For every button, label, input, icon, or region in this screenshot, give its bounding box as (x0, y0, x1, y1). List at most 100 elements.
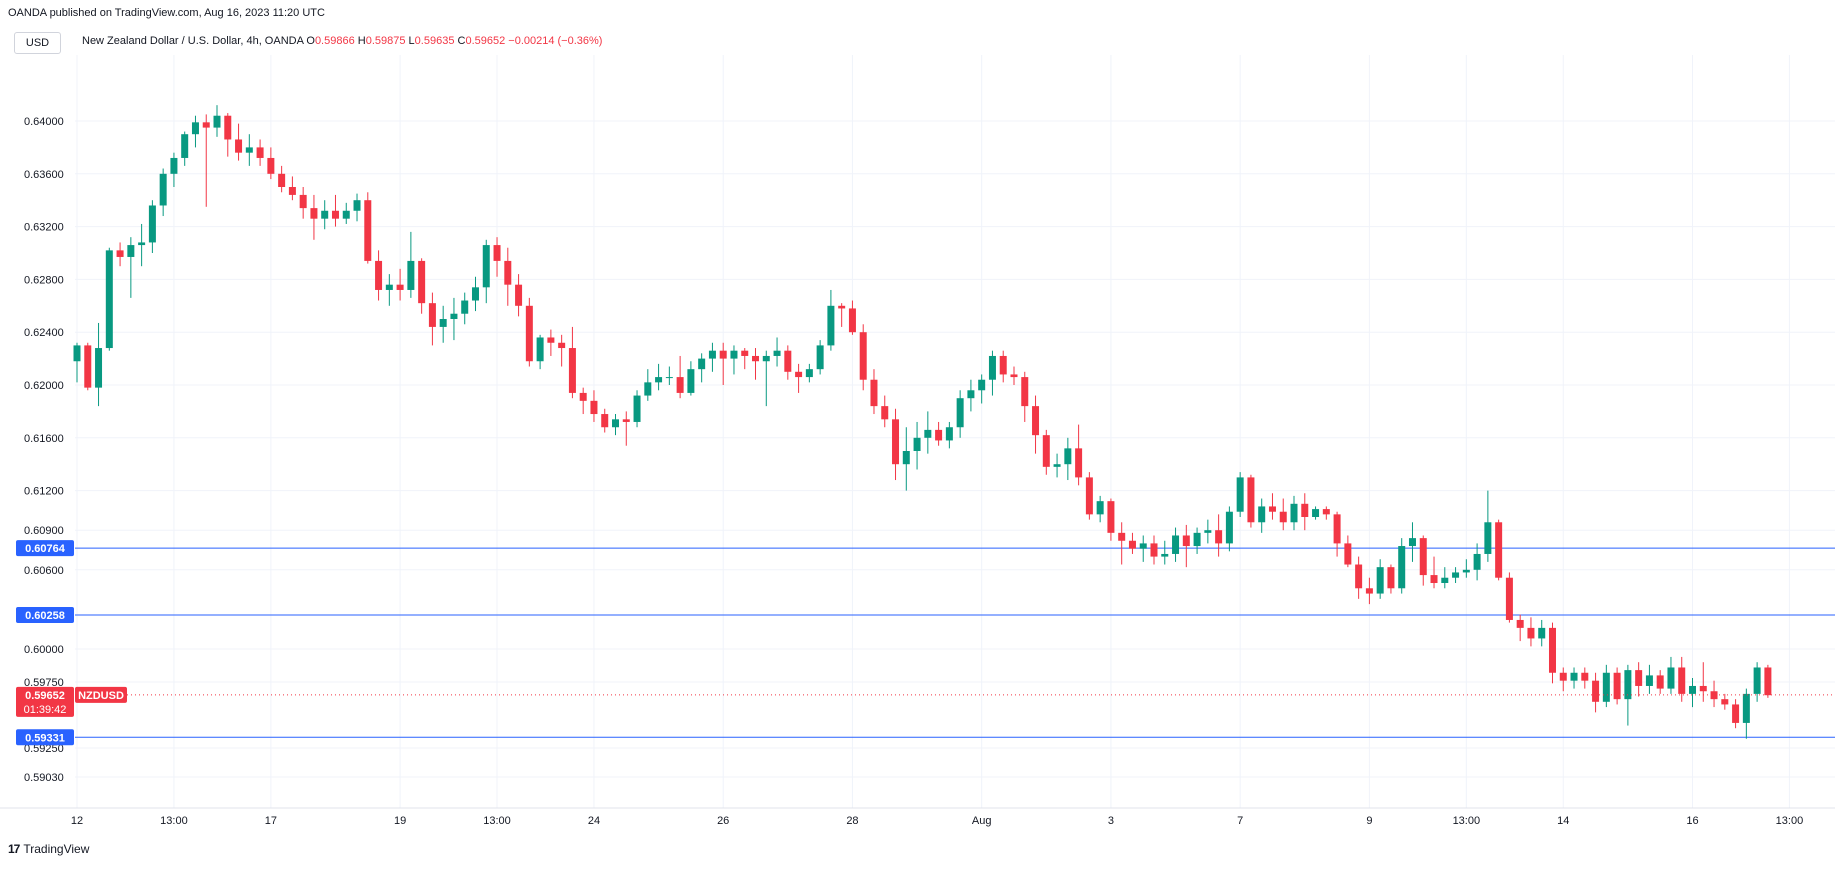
y-tick-label: 0.63600 (24, 169, 64, 181)
candle-up (1667, 667, 1675, 689)
candle-down (525, 305, 533, 362)
low-label: L (408, 35, 415, 47)
candle-up (1225, 511, 1233, 544)
candle-down (84, 345, 92, 388)
candle-up (439, 319, 447, 327)
high-label: H (357, 35, 366, 47)
candle-down (1333, 514, 1341, 544)
y-tick-label: 0.60600 (24, 565, 64, 577)
candle-up (913, 437, 921, 451)
candle-down (1042, 435, 1050, 467)
candle-down (784, 350, 792, 372)
candle-down (848, 308, 856, 333)
candle-up (1290, 503, 1298, 523)
level-price-label: 0.60764 (25, 543, 66, 555)
candle-down (1032, 406, 1040, 436)
candle-up (924, 429, 932, 438)
x-tick-label: 13:00 (1776, 815, 1804, 827)
candle-down (1107, 501, 1115, 533)
candle-up (471, 287, 479, 301)
candle-up (1053, 464, 1061, 467)
candle-up (450, 313, 458, 319)
low-value: 0.59635 (414, 35, 455, 47)
candle-down (256, 147, 264, 158)
candle-up (730, 350, 738, 359)
x-tick-label: 19 (394, 815, 406, 827)
candle-up (1742, 693, 1750, 723)
candle-down (504, 260, 512, 285)
y-tick-label: 0.60000 (24, 644, 64, 656)
level-price-badge (16, 540, 74, 557)
last-price-label: 0.59652 (25, 690, 65, 702)
currency-button[interactable]: USD (14, 32, 61, 54)
candle-up (655, 377, 663, 383)
candle-down (719, 350, 727, 359)
x-tick-label: Aug (972, 815, 992, 827)
candle-down (752, 355, 760, 362)
x-tick-label: 26 (717, 815, 729, 827)
y-tick-label: 0.61600 (24, 433, 64, 445)
candle-up (536, 337, 544, 362)
candle-up (1624, 670, 1632, 700)
candle-up (945, 427, 953, 441)
candle-down (1182, 535, 1190, 547)
candle-down (1118, 532, 1126, 541)
candle-down (1085, 477, 1093, 515)
candle-up (1312, 509, 1320, 517)
candle-up (1645, 675, 1653, 686)
candle-up (1139, 543, 1147, 549)
candle-up (665, 377, 673, 379)
tradingview-logo[interactable]: 17 TradingView (8, 842, 89, 856)
candle-up (612, 419, 619, 428)
candle-up (1452, 572, 1460, 578)
candle-down (1021, 377, 1029, 407)
candle-up (1473, 553, 1481, 570)
candle-up (1096, 501, 1104, 515)
y-tick-label: 0.61200 (24, 486, 64, 498)
candle-up (827, 305, 835, 346)
candle-up (105, 250, 113, 349)
candle-up (127, 245, 135, 257)
candle-down (364, 200, 372, 261)
candle-up (805, 369, 813, 378)
publish-caption: OANDA published on TradingView.com, Aug … (8, 7, 325, 19)
candle-up (95, 348, 103, 388)
candle-up (245, 147, 253, 153)
high-value: 0.59875 (365, 35, 406, 47)
level-price-badge (16, 729, 74, 746)
candle-down (1128, 540, 1136, 549)
candle-down (1505, 577, 1513, 620)
candle-down (579, 392, 587, 401)
open-label: O (306, 35, 315, 47)
candle-up (967, 390, 975, 399)
candle-up (1172, 535, 1180, 554)
candle-down (1548, 627, 1556, 673)
candle-down (1344, 543, 1352, 565)
candle-up (633, 395, 641, 422)
x-tick-label: 13:00 (160, 815, 188, 827)
candle-down (224, 115, 232, 140)
candle-up (1602, 672, 1610, 702)
candle-up (902, 451, 910, 465)
candle-up (1376, 567, 1384, 594)
candle-up (1689, 685, 1696, 694)
candle-down (1678, 667, 1686, 694)
symbol-badge-label: NZDUSD (78, 690, 124, 702)
candle-up (191, 122, 199, 135)
candle-up (482, 245, 490, 288)
tradingview-icon: 17 (8, 842, 20, 856)
candle-down (428, 303, 436, 327)
candle-down (1301, 503, 1309, 517)
candle-down (396, 284, 404, 290)
candle-down (601, 414, 609, 428)
candle-up (1570, 672, 1578, 681)
candle-down (1387, 567, 1395, 589)
candle-up (73, 345, 81, 362)
x-tick-label: 13:00 (483, 815, 511, 827)
candle-down (881, 406, 889, 420)
candle-up (1484, 522, 1492, 554)
y-tick-label: 0.62800 (24, 274, 64, 286)
candle-down (418, 260, 426, 304)
x-tick-label: 28 (846, 815, 858, 827)
